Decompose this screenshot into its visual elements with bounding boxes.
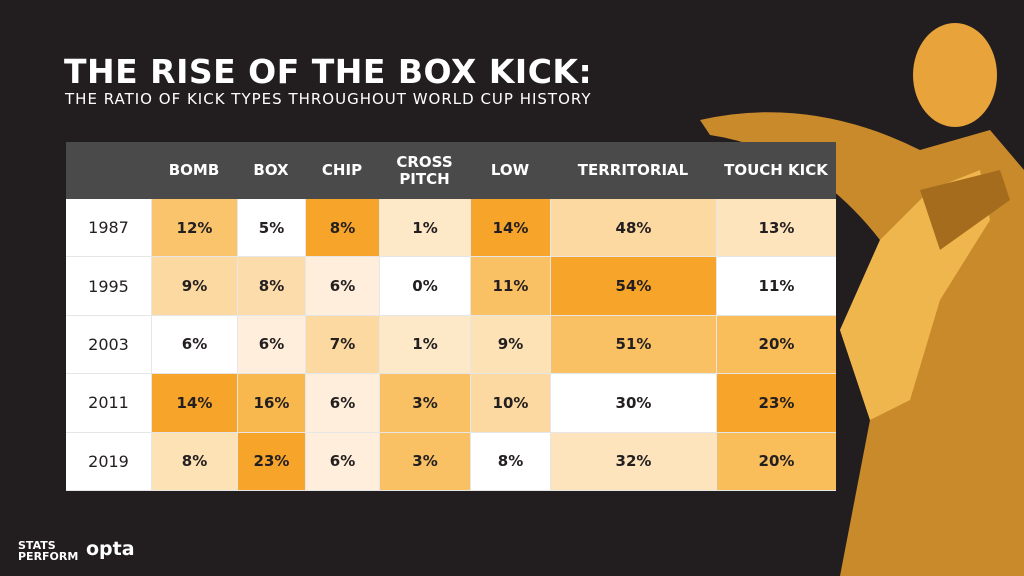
table-cell: 11%	[470, 257, 550, 316]
title: THE RISE OF THE BOX KICK:	[64, 52, 593, 91]
row-year: 2003	[66, 315, 151, 375]
table-cell: 10%	[470, 374, 550, 433]
column-header: TOUCH KICK	[724, 161, 828, 179]
column-header: CROSS PITCH	[396, 152, 453, 188]
table-cell: 8%	[151, 432, 237, 491]
table-cell: 8%	[305, 199, 379, 258]
column-header: BOX	[253, 161, 289, 179]
table-cell: 32%	[550, 432, 716, 491]
table-cell: 9%	[151, 257, 237, 316]
table: BOMB BOX CHIP CROSS PITCH LOW TERRITORIAL TOUC…	[66, 142, 836, 491]
table-cell: 6%	[305, 432, 379, 491]
table-cell: 16%	[237, 374, 305, 433]
header-row	[66, 142, 836, 199]
table-cell: 0%	[379, 257, 470, 316]
brand-logo: STATS PERFORM	[18, 539, 79, 563]
table-cell: 51%	[550, 315, 716, 375]
table-cell: 48%	[550, 199, 716, 258]
table-cell: 6%	[305, 374, 379, 433]
row-year: 1987	[66, 199, 151, 258]
row-year: 1995	[66, 257, 151, 316]
table-cell: 14%	[151, 374, 237, 433]
table-cell: 1%	[379, 315, 470, 375]
table-cell: 23%	[716, 374, 836, 433]
column-header: CHIP	[321, 161, 363, 179]
partner-logo: opta	[86, 538, 135, 560]
table-cell: 8%	[237, 257, 305, 316]
table-cell: 20%	[716, 315, 836, 375]
column-header: TERRITORIAL	[577, 161, 689, 179]
table-cell: 20%	[716, 432, 836, 491]
table-cell: 54%	[550, 257, 716, 316]
subtitle: THE RATIO OF KICK TYPES THROUGHOUT WORLD…	[65, 90, 592, 108]
row-year: 2011	[66, 374, 151, 433]
row-year: 2019	[66, 432, 151, 491]
column-header: BOMB	[168, 161, 220, 179]
table-cell: 6%	[305, 257, 379, 316]
table-cell: 12%	[151, 199, 237, 258]
column-header: LOW	[490, 161, 530, 179]
table-cell: 7%	[305, 315, 379, 375]
table-cell: 8%	[470, 432, 550, 491]
table-cell: 14%	[470, 199, 550, 258]
table-cell: 1%	[379, 199, 470, 258]
table-cell: 6%	[237, 315, 305, 375]
table-cell: 6%	[151, 315, 237, 375]
table-cell: 30%	[550, 374, 716, 433]
table-cell: 11%	[716, 257, 836, 316]
table-cell: 5%	[237, 199, 305, 258]
player-image	[700, 23, 1024, 576]
table-cell: 9%	[470, 315, 550, 375]
table-cell: 23%	[237, 432, 305, 491]
table-cell: 3%	[379, 432, 470, 491]
table-cell: 13%	[716, 199, 836, 258]
table-cell: 3%	[379, 374, 470, 433]
